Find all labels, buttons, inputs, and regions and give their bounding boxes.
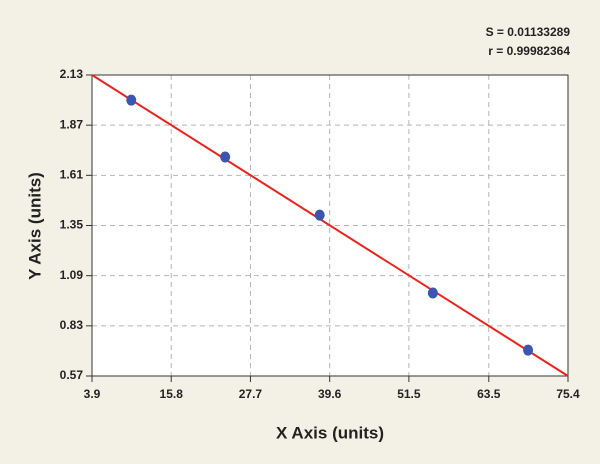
data-point [220,151,231,163]
annotation: r = 0.99982364 [488,44,570,58]
x-axis-title: X Axis (units) [276,423,384,442]
fit-line [91,74,569,377]
y-tick-label: 0.83 [60,318,84,332]
x-tick-label: 15.8 [160,387,184,401]
x-tick-label: 3.9 [84,387,101,401]
y-tick-label: 2.13 [60,67,84,81]
x-tick-label: 27.7 [239,387,263,401]
data-point [523,344,534,356]
data-point [427,287,438,299]
y-tick-label: 1.87 [60,117,84,131]
x-tick-label: 39.6 [318,387,342,401]
y-axis-title: Y Axis (units) [25,172,44,280]
plot-border [91,74,569,377]
x-tick-label: 75.4 [556,387,580,401]
y-tick-label: 1.35 [60,218,84,232]
data-point [314,209,325,221]
y-tick-label: 1.61 [60,168,84,182]
y-tick-label: 0.57 [60,368,84,382]
y-tick-label: 1.09 [60,268,84,282]
annotation: S = 0.01133289 [486,25,571,39]
data-point [126,94,137,106]
x-tick-label: 63.5 [477,387,501,401]
x-tick-label: 51.5 [397,387,421,401]
